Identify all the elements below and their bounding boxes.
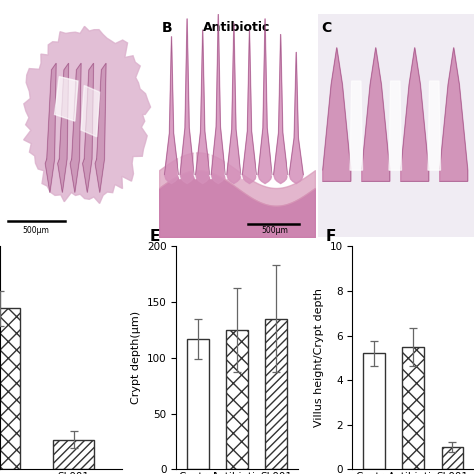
Polygon shape <box>273 34 288 183</box>
Polygon shape <box>440 48 468 182</box>
Polygon shape <box>179 97 180 179</box>
Text: Antibiotic: Antibiotic <box>203 21 271 34</box>
Polygon shape <box>70 63 81 192</box>
Bar <box>187 339 209 469</box>
Polygon shape <box>350 81 363 170</box>
Polygon shape <box>428 81 440 170</box>
Polygon shape <box>289 52 303 183</box>
Bar <box>402 347 424 469</box>
Polygon shape <box>82 63 93 192</box>
Text: 500μm: 500μm <box>261 226 288 235</box>
Bar <box>442 447 463 469</box>
Polygon shape <box>318 14 474 237</box>
Polygon shape <box>241 97 243 179</box>
Y-axis label: Crypt depth(μm): Crypt depth(μm) <box>131 311 141 404</box>
Polygon shape <box>258 18 272 183</box>
Polygon shape <box>55 77 78 121</box>
Polygon shape <box>196 30 210 183</box>
Polygon shape <box>211 14 225 183</box>
Bar <box>226 330 248 469</box>
Bar <box>265 319 287 469</box>
Text: F: F <box>326 228 336 244</box>
Polygon shape <box>58 63 69 192</box>
Polygon shape <box>323 48 351 182</box>
Polygon shape <box>24 27 151 203</box>
Polygon shape <box>225 97 227 179</box>
Polygon shape <box>272 97 273 179</box>
Polygon shape <box>401 48 429 182</box>
Text: C: C <box>321 21 331 35</box>
Polygon shape <box>227 23 241 183</box>
Text: 500μm: 500μm <box>22 226 49 235</box>
Polygon shape <box>45 63 56 192</box>
Bar <box>0 309 20 469</box>
Polygon shape <box>180 18 194 183</box>
Polygon shape <box>194 97 196 179</box>
Y-axis label: Villus height/Crypt depth: Villus height/Crypt depth <box>314 288 324 428</box>
Text: B: B <box>162 21 173 35</box>
Bar <box>54 439 94 469</box>
Polygon shape <box>256 97 258 179</box>
Polygon shape <box>243 30 256 183</box>
Polygon shape <box>389 81 401 170</box>
Polygon shape <box>81 85 100 137</box>
Polygon shape <box>210 97 211 179</box>
Polygon shape <box>362 48 390 182</box>
Text: E: E <box>149 228 160 244</box>
Polygon shape <box>288 97 289 179</box>
Bar <box>363 354 385 469</box>
Polygon shape <box>164 36 179 183</box>
Polygon shape <box>95 63 106 192</box>
